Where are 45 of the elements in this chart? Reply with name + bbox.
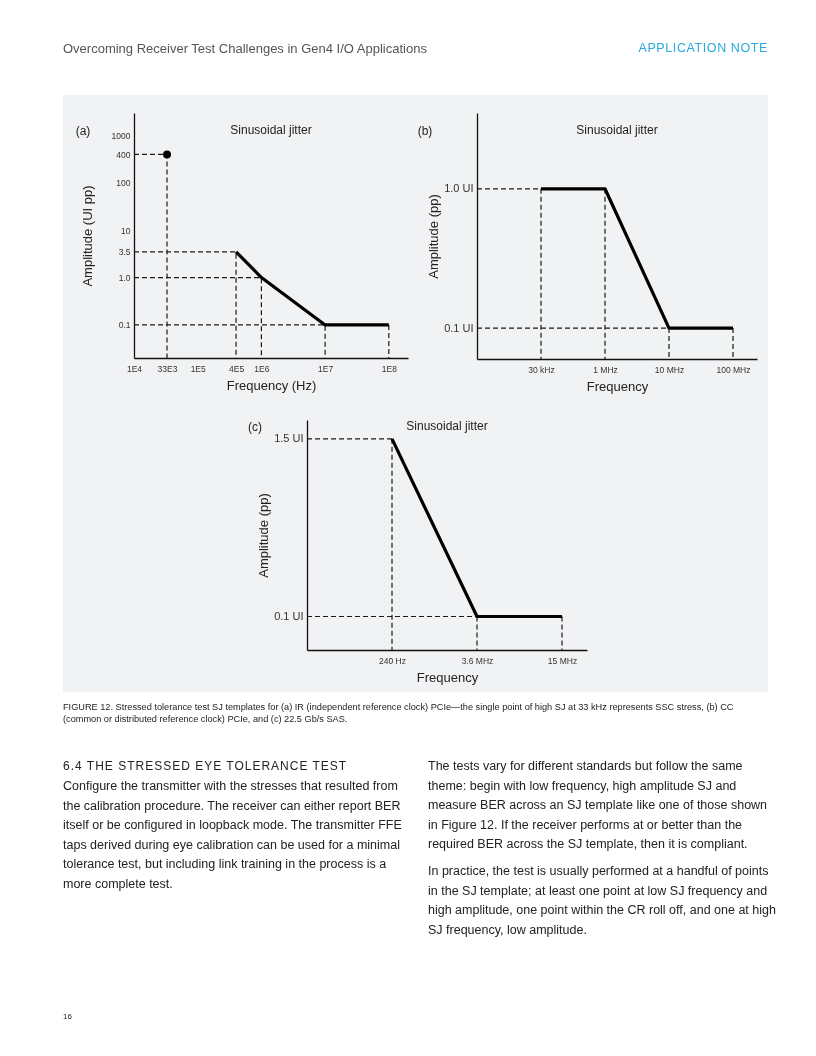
text: (a): [75, 124, 91, 138]
y-tick-label: 0.1: [118, 320, 131, 331]
text: (c): [248, 420, 262, 434]
x-axis-title: Frequency: [586, 379, 649, 394]
x-tick-label: 100 MHz: [716, 364, 751, 375]
y-axis-title: Amplitude (pp): [256, 493, 272, 578]
x-axis-title: Frequency (Hz): [226, 378, 317, 393]
x-axis-title: Frequency: [416, 670, 479, 685]
y-tick-label: 0.1 UI: [274, 609, 304, 622]
x-tick-label: 1E4: [126, 363, 143, 374]
x-tick-label: 33E3: [157, 363, 178, 374]
x-tick-label: 30 kHz: [528, 364, 555, 375]
x-tick-label: 1E5: [190, 363, 207, 374]
y-tick-label: 10: [121, 225, 131, 236]
text: Sinusoidal jitter: [576, 123, 658, 137]
y-tick-label: 1.0: [118, 273, 131, 284]
x-tick-label: 240 Hz: [379, 655, 406, 666]
y-tick-label: 3.5: [118, 247, 131, 258]
y-tick-label: 1000: [111, 131, 131, 142]
text: Configure the transmitter with the stresses that resulted from the calibration procedure. The receiver can either report BER itself or be configured in loopback mode. The transmitter FFE taps derived during eye calibration can be used for a minimal tolerance test, but including link training in the process is a more complete test.: [63, 778, 403, 893]
x-tick-label: 4E5: [229, 363, 245, 374]
x-tick-label: 15 MHz: [547, 655, 578, 666]
y-axis-title: Amplitude (UI pp): [79, 185, 95, 287]
x-tick-label: 1E6: [254, 363, 270, 374]
x-tick-label: 1 MHz: [593, 364, 618, 375]
text: Sinusoidal jitter: [230, 123, 312, 137]
text: The tests vary for different standards but follow the same theme: begin with low frequency, high amplitude SJ and measure BER across an SJ template like one of those shown in Figure 12. If the receiver performs at or better than the required BER across the SJ template, then it is compliant.: [428, 758, 769, 853]
y-axis-title: Amplitude (pp): [426, 194, 442, 279]
text: (b): [417, 124, 433, 138]
text: Overcoming Receiver Test Challenges in Gen4 I/O Applications: [63, 41, 427, 56]
y-tick-label: 100: [116, 178, 131, 189]
x-tick-label: 3.6 MHz: [461, 655, 494, 666]
caption: FIGURE 12. Stressed tolerance test SJ templates for (a) IR (independent reference clock) PCIe—the single point of high SJ at 33 kHz represents SSC stress, (b) CC (common or distributed reference clock) PCIe, and (c) 22.5 Gb/s SAS.: [63, 702, 735, 725]
chart-title: Sinusoidal jitter: [406, 419, 488, 433]
x-tick-label: 10 MHz: [654, 364, 685, 375]
text: 16: [63, 1012, 72, 1021]
y-tick-label: 1.5 UI: [274, 432, 304, 445]
y-tick-label: 400: [116, 149, 131, 160]
text: 6.4 THE STRESSED EYE TOLERANCE TEST: [63, 759, 348, 773]
x-tick-label: 1E8: [381, 363, 398, 374]
text: In practice, the test is usually performed at a handful of points in the SJ template; at least one point at low SJ frequency and high amplitude, one point within the CR roll off, and one at high SJ frequency, low amplitude.: [428, 863, 777, 939]
x-tick-label: 1E7: [318, 363, 334, 374]
y-tick-label: 0.1 UI: [444, 321, 474, 334]
y-tick-label: 1.0 UI: [444, 182, 474, 195]
text: APPLICATION NOTE: [638, 41, 768, 55]
